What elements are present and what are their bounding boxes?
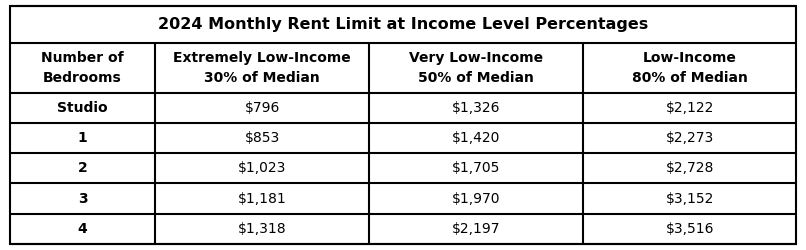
Text: Studio: Studio [57,101,108,115]
Text: $2,122: $2,122 [666,101,714,115]
Text: $1,705: $1,705 [452,161,501,175]
Text: $2,197: $2,197 [452,222,501,236]
Text: 1: 1 [77,131,87,145]
Text: 4: 4 [77,222,87,236]
Text: $1,326: $1,326 [452,101,501,115]
Text: $1,181: $1,181 [238,192,287,205]
Text: 2024 Monthly Rent Limit at Income Level Percentages: 2024 Monthly Rent Limit at Income Level … [158,17,648,32]
Text: $1,023: $1,023 [238,161,286,175]
Text: $2,728: $2,728 [666,161,714,175]
Text: $1,970: $1,970 [452,192,501,205]
Text: $853: $853 [244,131,280,145]
Text: $3,516: $3,516 [666,222,714,236]
Text: $1,420: $1,420 [452,131,501,145]
Text: $2,273: $2,273 [666,131,714,145]
Text: $3,152: $3,152 [666,192,714,205]
Text: $1,318: $1,318 [238,222,286,236]
Text: $796: $796 [244,101,280,115]
Text: Low-Income
80% of Median: Low-Income 80% of Median [632,51,748,85]
Text: Number of
Bedrooms: Number of Bedrooms [41,51,124,85]
Text: 3: 3 [77,192,87,205]
Text: Very Low-Income
50% of Median: Very Low-Income 50% of Median [409,51,543,85]
Text: 2: 2 [77,161,87,175]
Text: Extremely Low-Income
30% of Median: Extremely Low-Income 30% of Median [173,51,351,85]
